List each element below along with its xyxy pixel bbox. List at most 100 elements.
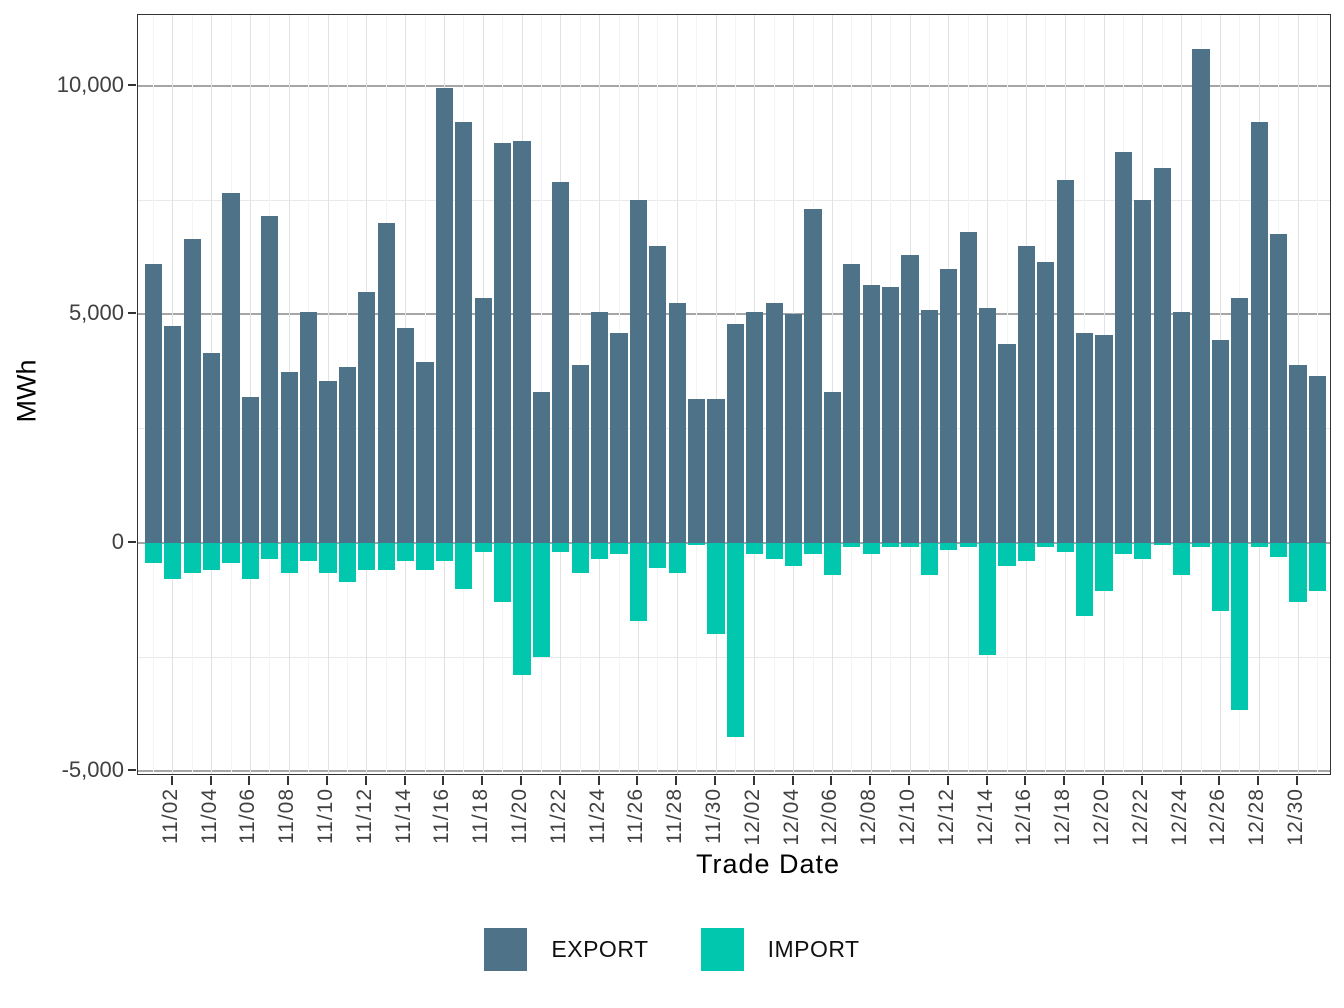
x-tick-label: 11/04 xyxy=(197,788,221,844)
export-bar xyxy=(1056,179,1074,543)
import-bar xyxy=(571,542,589,573)
import-bar xyxy=(746,542,764,555)
x-tick-label: 11/12 xyxy=(352,788,376,844)
x-tick-label: 12/18 xyxy=(1051,788,1075,846)
export-bar xyxy=(222,193,240,543)
export-bar xyxy=(552,181,570,543)
x-tick-mark xyxy=(597,776,600,785)
x-tick-label: 12/24 xyxy=(1167,788,1191,846)
export-bar xyxy=(901,254,919,543)
import-bar xyxy=(435,542,453,562)
import-bar xyxy=(1076,542,1094,617)
x-tick-mark xyxy=(1024,776,1027,785)
v-gridline-major xyxy=(715,15,717,774)
import-bar xyxy=(823,542,841,575)
import-bar xyxy=(261,542,279,559)
import-bar xyxy=(765,542,783,559)
x-tick-mark xyxy=(791,776,794,785)
export-bar xyxy=(1134,200,1152,543)
export-bar xyxy=(1231,298,1249,543)
import-bar xyxy=(1153,542,1171,546)
import-bar xyxy=(222,542,240,564)
export-bar xyxy=(144,264,162,543)
export-color-swatch xyxy=(484,928,528,971)
export-bar xyxy=(1173,312,1191,543)
y-tick-label: 10,000 xyxy=(56,71,124,97)
x-tick-mark xyxy=(1063,776,1066,785)
export-bar xyxy=(765,302,783,543)
import-bar xyxy=(183,542,201,573)
import-bar xyxy=(668,542,686,573)
x-tick-mark xyxy=(287,776,290,785)
x-tick-label: 11/10 xyxy=(314,788,337,844)
export-bar xyxy=(338,366,356,543)
x-tick-mark xyxy=(1140,776,1143,785)
import-bar xyxy=(1095,542,1113,591)
x-tick-label: 11/30 xyxy=(702,788,725,844)
export-bar xyxy=(1095,334,1113,543)
export-bar xyxy=(668,302,686,543)
export-bar xyxy=(979,307,997,543)
x-tick-label: 12/04 xyxy=(779,788,803,846)
import-bar xyxy=(203,542,221,571)
import-bar xyxy=(998,542,1016,566)
export-bar xyxy=(377,222,395,543)
y-tick-label: 5,000 xyxy=(68,300,124,326)
y-tick-mark xyxy=(128,769,136,772)
import-bar xyxy=(1017,542,1035,562)
import-bar xyxy=(1134,542,1152,559)
import-bar xyxy=(552,542,570,553)
import-bar xyxy=(1289,542,1307,603)
import-bar xyxy=(804,542,822,555)
import-bar xyxy=(726,542,744,738)
x-tick-mark xyxy=(1218,776,1221,785)
export-bar xyxy=(1114,152,1132,543)
export-bar xyxy=(629,200,647,543)
export-bar xyxy=(1211,339,1229,543)
export-bar xyxy=(610,332,628,543)
import-bar xyxy=(843,542,861,548)
x-tick-mark xyxy=(209,776,212,785)
import-bar xyxy=(280,542,298,573)
x-tick-mark xyxy=(830,776,833,785)
export-bar xyxy=(261,216,279,543)
x-tick-mark xyxy=(869,776,872,785)
import-bar xyxy=(979,542,997,655)
import-bar xyxy=(629,542,647,621)
x-tick-label: 12/28 xyxy=(1245,788,1269,846)
y-tick-label: 0 xyxy=(111,528,124,554)
x-tick-mark xyxy=(326,776,328,785)
export-bar xyxy=(1308,376,1326,543)
h-gridline-minor xyxy=(138,199,1330,201)
import-bar xyxy=(707,542,725,635)
export-bar xyxy=(1153,168,1171,543)
legend-item-export: EXPORT xyxy=(484,928,648,971)
export-bar xyxy=(416,362,434,543)
import-bar xyxy=(940,542,958,550)
x-tick-mark xyxy=(481,776,484,785)
export-bar xyxy=(164,325,182,543)
export-bar xyxy=(1017,245,1035,543)
x-tick-label: 11/14 xyxy=(391,788,415,844)
import-bar xyxy=(610,542,628,555)
x-tick-label: 11/28 xyxy=(663,788,687,844)
export-bar xyxy=(397,328,415,543)
import-bar xyxy=(901,542,919,548)
import-bar xyxy=(164,542,182,580)
import-bar xyxy=(1192,542,1210,548)
import-bar xyxy=(319,542,337,573)
import-bar xyxy=(532,542,550,658)
export-bar xyxy=(513,140,531,543)
import-bar xyxy=(1308,542,1326,591)
import-bar xyxy=(300,542,318,562)
import-bar xyxy=(882,542,900,548)
x-tick-label: 11/24 xyxy=(585,788,609,844)
x-tick-label: 12/14 xyxy=(973,788,997,846)
import-bar xyxy=(649,542,667,569)
export-bar xyxy=(1076,332,1094,543)
import-bar xyxy=(397,542,415,562)
import-bar xyxy=(785,542,803,566)
x-tick-label: 11/02 xyxy=(158,788,182,844)
export-bar xyxy=(183,238,201,543)
x-tick-label: 12/10 xyxy=(896,788,919,846)
